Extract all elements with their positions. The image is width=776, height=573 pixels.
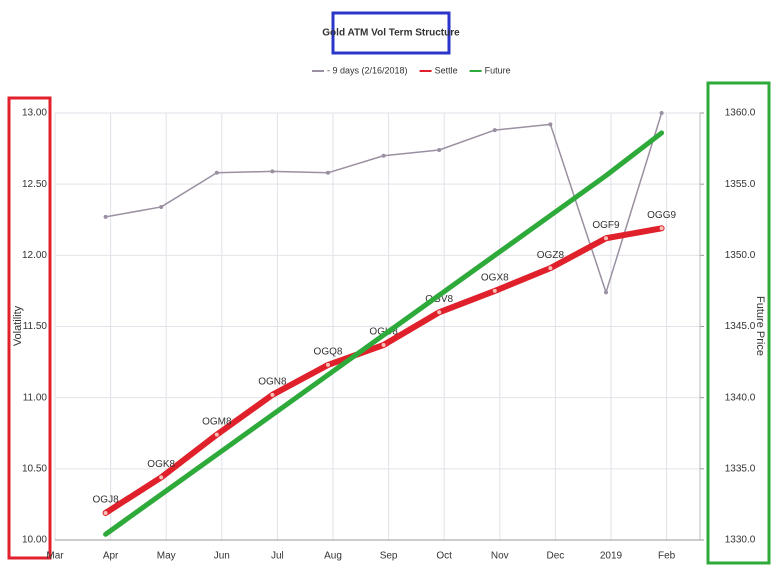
point-marker [326,170,330,175]
point-marker [548,266,553,271]
point-marker [604,290,608,295]
y2-tick-label: 1350.0 [725,250,756,261]
y-tick-label: 10.00 [22,535,47,546]
point-label: OGM8 [202,416,232,427]
point-label: OGX8 [481,273,509,284]
y-tick-label: 13.00 [22,108,47,119]
series-line [104,112,663,294]
point-label: OGZ8 [537,250,565,261]
x-tick-label: Mar [46,551,64,562]
y-tick-label: 11.00 [23,392,48,403]
point-marker [103,510,108,515]
point-marker [548,122,553,127]
point-marker [492,128,497,133]
point-marker [381,343,386,348]
point-marker [270,392,275,397]
x-tick-label: Oct [436,551,452,562]
y2-tick-label: 1345.0 [725,321,756,332]
legend-label: Future [485,65,511,75]
point-marker [659,226,664,231]
point-marker [159,204,164,209]
point-marker [214,170,219,175]
point-marker [659,111,664,115]
x-tick-label: Apr [103,551,119,562]
point-label: OGF9 [592,220,620,231]
point-marker [214,432,219,437]
point-label: OGG9 [647,210,676,221]
series-line [103,130,665,537]
y-tick-label: 12.50 [22,179,47,190]
x-tick-label: Jul [271,551,284,562]
point-marker [604,236,608,241]
point-label: OGJ8 [93,495,120,506]
point-label: OGN8 [258,376,287,387]
title-box [331,11,451,55]
y-tick-label: 10.50 [22,463,47,474]
legend-label: Settle [435,65,458,75]
x-tick-label: Jun [214,551,230,562]
y-axis-title: Volatility [12,305,24,346]
right-axis-box [706,81,771,565]
point-marker [270,169,275,174]
point-label: OGQ8 [314,347,343,358]
y2-tick-label: 1335.0 [725,463,756,474]
x-tick-label: Sep [380,551,398,562]
point-marker [103,214,108,219]
x-tick-label: Dec [547,551,565,562]
point-marker [381,153,386,158]
point-label: OGK8 [147,459,175,470]
point-marker [492,288,497,293]
y2-tick-label: 1330.0 [725,535,756,546]
y2-tick-label: 1360.0 [725,108,756,119]
x-tick-label: Nov [491,551,509,562]
chart-title: Gold ATM Vol Term Structure [322,28,460,39]
y2-tick-label: 1355.0 [725,179,756,190]
y2-axis-title: Future Price [754,296,766,356]
y-tick-label: 12.00 [22,250,47,261]
point-marker [437,310,442,315]
y-tick-label: 11.50 [23,321,48,332]
legend-label: - 9 days (2/16/2018) [327,65,408,75]
point-marker [326,362,330,367]
x-tick-label: Aug [324,551,342,562]
series-line [102,225,665,516]
point-marker [159,475,164,480]
x-tick-label: 2019 [600,551,623,562]
x-tick-label: May [157,551,176,562]
left-axis-box [7,96,52,560]
x-tick-label: Feb [658,551,676,562]
y2-tick-label: 1340.0 [725,392,756,403]
point-marker [437,148,442,153]
point-label: OGV8 [425,294,453,305]
